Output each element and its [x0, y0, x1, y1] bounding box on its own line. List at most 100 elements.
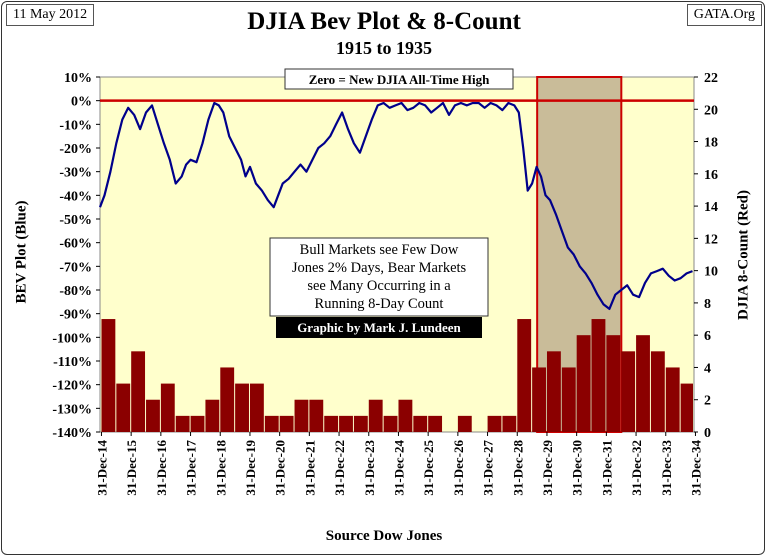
count-bar — [517, 319, 532, 432]
count-bar — [353, 415, 368, 432]
x-tick-label: 31-Dec-32 — [629, 440, 644, 496]
left-tick-label: -120% — [52, 379, 92, 394]
count-bar — [398, 399, 413, 432]
x-tick-label: 31-Dec-15 — [124, 440, 139, 496]
right-tick-label: 12 — [704, 232, 718, 247]
count-bar — [309, 399, 324, 432]
left-tick-label: -50% — [59, 213, 92, 228]
count-bar — [190, 415, 205, 432]
left-tick-label: 0% — [71, 95, 92, 110]
x-tick-label: 31-Dec-29 — [540, 440, 555, 496]
count-bar — [294, 399, 309, 432]
right-tick-label: 22 — [704, 71, 718, 86]
credit-text: Graphic by Mark J. Lundeen — [297, 320, 461, 335]
count-bar — [680, 383, 693, 432]
x-tick-label: 31-Dec-20 — [273, 440, 288, 496]
left-tick-label: -40% — [59, 189, 92, 204]
count-bar — [131, 351, 146, 432]
note-line: Jones 2% Days, Bear Markets — [292, 260, 467, 276]
right-tick-label: 10 — [704, 265, 718, 280]
left-tick-label: -70% — [59, 260, 92, 275]
x-tick-label: 31-Dec-19 — [243, 440, 258, 496]
zero-note-text: Zero = New DJIA All-Time High — [309, 72, 490, 87]
count-bar — [220, 367, 235, 432]
x-tick-label: 31-Dec-26 — [451, 440, 466, 496]
credit-box — [276, 317, 482, 338]
date-tag: 11 May 2012 — [6, 4, 95, 26]
count-bar — [561, 367, 576, 432]
x-tick-label: 31-Dec-22 — [332, 440, 347, 496]
x-tick-label: 31-Dec-24 — [391, 440, 406, 496]
right-tick-label: 16 — [704, 168, 718, 183]
count-bar — [383, 415, 398, 432]
left-tick-label: -140% — [52, 426, 92, 441]
x-axis-label: Source Dow Jones — [325, 528, 443, 544]
count-bar — [175, 415, 190, 432]
right-tick-label: 0 — [704, 426, 711, 441]
note-line: Bull Markets see Few Dow — [300, 242, 459, 258]
count-bar — [160, 383, 175, 432]
right-tick-label: 8 — [704, 297, 711, 312]
x-tick-label: 31-Dec-17 — [184, 440, 199, 496]
count-bar — [636, 335, 650, 432]
count-bar — [591, 319, 606, 432]
count-bar — [621, 351, 636, 432]
x-tick-label: 31-Dec-27 — [481, 440, 496, 496]
count-bar — [546, 351, 561, 432]
right-tick-label: 4 — [704, 361, 711, 376]
count-bar — [502, 415, 517, 432]
x-tick-label: 31-Dec-23 — [362, 440, 377, 496]
count-bar — [235, 383, 249, 432]
x-tick-label: 31-Dec-25 — [421, 440, 436, 496]
right-tick-label: 20 — [704, 103, 718, 118]
count-bar — [339, 415, 353, 432]
count-bar — [249, 383, 264, 432]
left-tick-label: -30% — [59, 166, 92, 181]
left-tick-label: 10% — [64, 71, 92, 86]
count-bar — [428, 415, 443, 432]
x-tick-label: 31-Dec-34 — [688, 440, 703, 496]
right-tick-label: 6 — [704, 329, 711, 344]
left-tick-label: -130% — [52, 402, 92, 417]
count-bar — [650, 351, 665, 432]
note-box — [269, 237, 489, 317]
x-tick-label: 31-Dec-21 — [302, 440, 317, 496]
x-tick-label: 31-Dec-16 — [154, 440, 169, 496]
note-line: see Many Occurring in a — [307, 278, 451, 294]
count-bar — [457, 415, 472, 432]
x-tick-label: 31-Dec-31 — [599, 440, 614, 496]
x-tick-label: 31-Dec-14 — [94, 440, 109, 496]
left-tick-label: -20% — [59, 142, 92, 157]
count-bar — [116, 383, 131, 432]
count-bar — [324, 415, 339, 432]
right-tick-label: 2 — [704, 394, 711, 409]
left-tick-label: -100% — [52, 331, 92, 346]
count-bar — [279, 415, 294, 432]
chart-subtitle: 1915 to 1935 — [336, 38, 432, 58]
count-bar — [101, 319, 116, 432]
left-tick-label: -90% — [59, 308, 92, 323]
bev-series-line — [98, 101, 693, 310]
count-bar — [532, 367, 546, 432]
count-bar — [665, 367, 680, 432]
x-tick-label: 31-Dec-30 — [570, 440, 585, 496]
x-tick-label: 31-Dec-18 — [213, 440, 228, 496]
count-bar — [368, 399, 383, 432]
x-tick-label: 31-Dec-28 — [510, 440, 525, 496]
right-tick-label: 18 — [704, 136, 718, 151]
count-bar — [413, 415, 428, 432]
count-bar — [606, 335, 621, 432]
chart-title: DJIA Bev Plot & 8-Count — [247, 8, 521, 35]
count-bar — [264, 415, 279, 432]
count-bar — [205, 399, 220, 432]
count-bar — [146, 399, 160, 432]
left-tick-label: -110% — [53, 355, 92, 370]
source-tag: GATA.Org — [686, 4, 762, 26]
left-tick-label: -60% — [59, 237, 92, 252]
x-tick-label: 31-Dec-33 — [659, 440, 674, 496]
left-tick-label: -10% — [59, 118, 92, 133]
zero-note-box — [284, 68, 514, 90]
count-bar — [576, 335, 591, 432]
note-line: Running 8-Day Count — [315, 296, 444, 312]
